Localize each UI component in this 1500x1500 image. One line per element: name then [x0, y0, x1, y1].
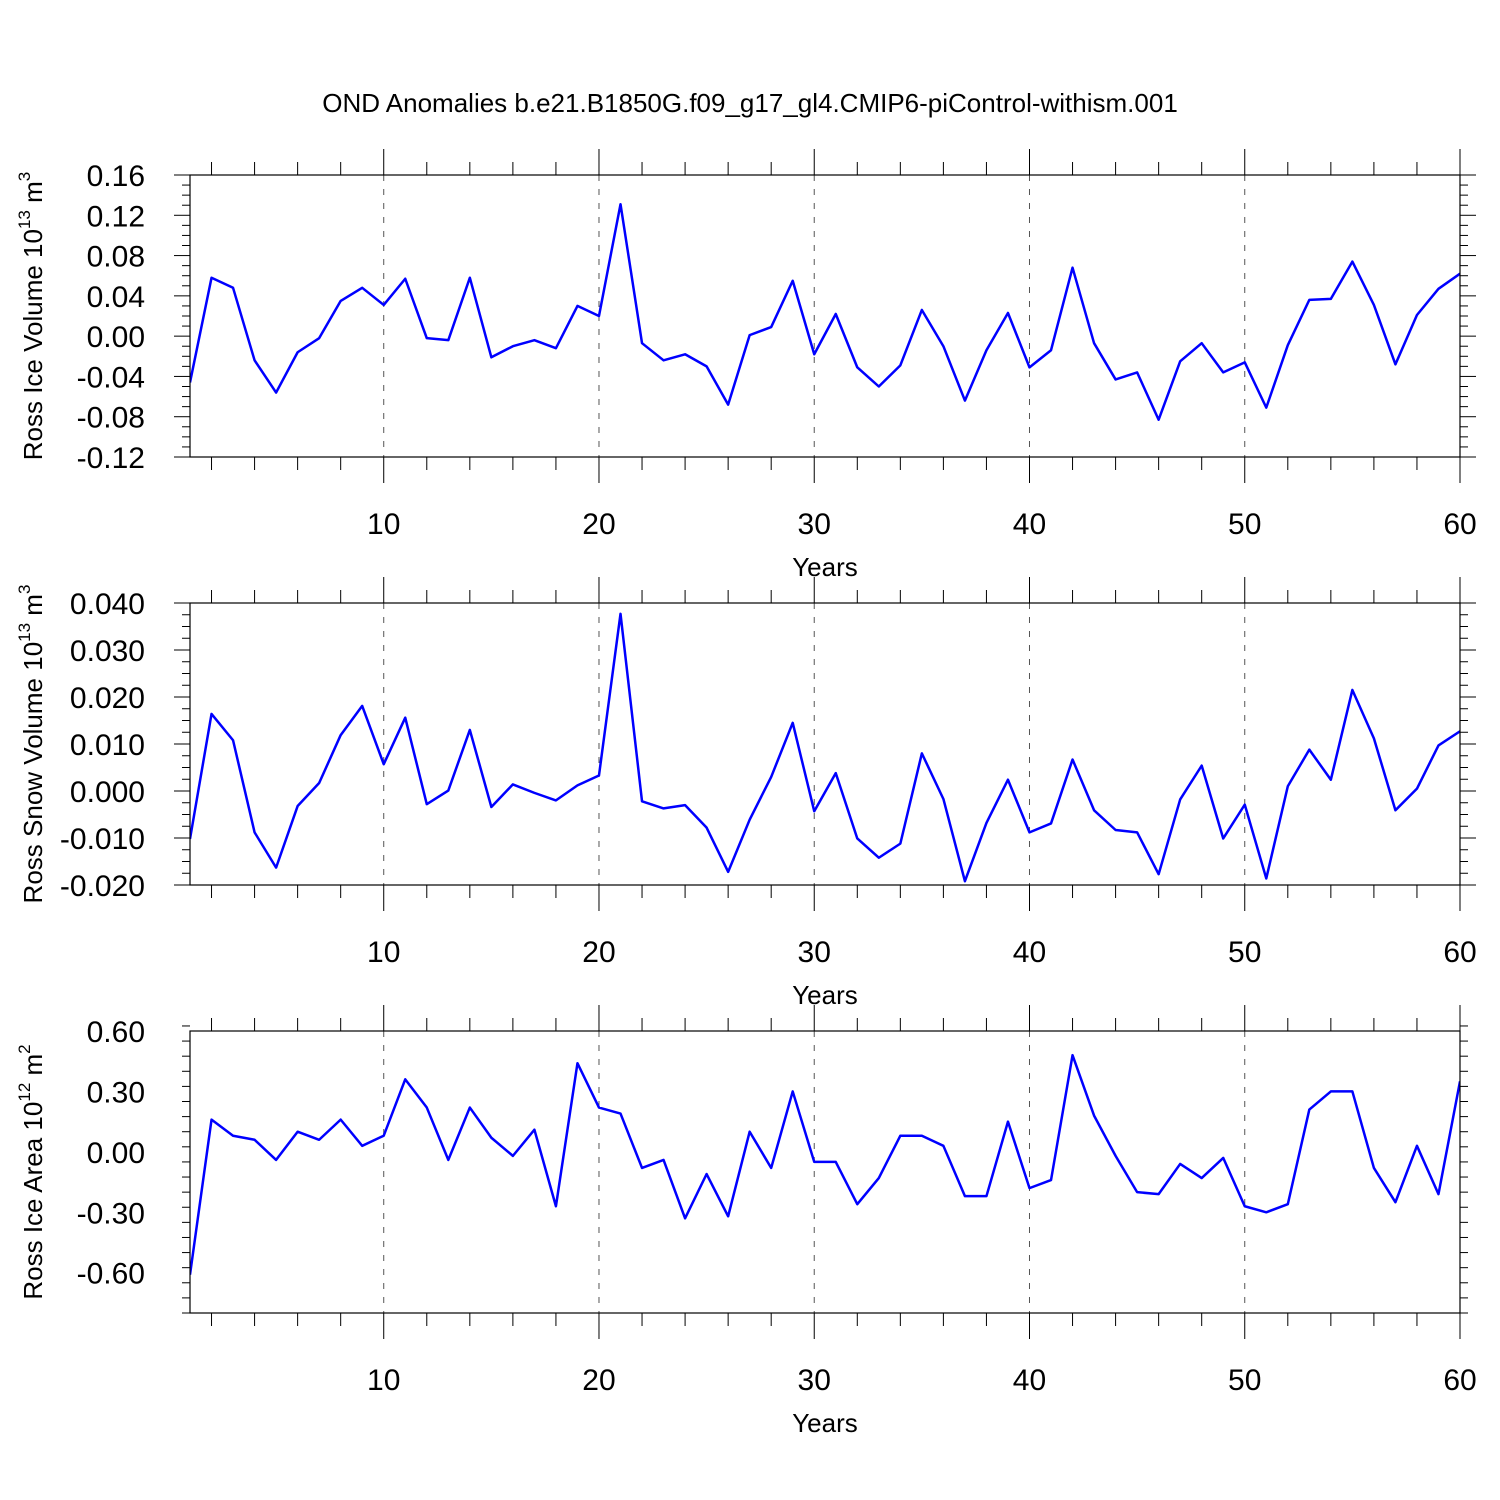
y-axis-title-exponent: 13 [15, 210, 34, 229]
x-axis-title: Years [792, 1408, 858, 1438]
y-axis-title-unit: m [18, 181, 48, 210]
panel-ice-volume: -0.12 -0.08 -0.04 0.00 0.04 0.08 0.12 0.16 10 20 3… [15, 149, 1477, 582]
y-axis-title-main: Ross Ice Area 10 [18, 1102, 48, 1300]
series-line-ice-area [190, 1053, 1460, 1275]
x-tick-label: 30 [798, 1364, 831, 1397]
x-tick-label: 50 [1228, 1364, 1261, 1397]
x-tick-label: 20 [582, 936, 615, 969]
y-axis-title-unit-exponent: 3 [15, 172, 34, 181]
x-tick-label: 40 [1013, 1364, 1046, 1397]
y-axis-title-unit: m [18, 594, 48, 623]
series-line-snow-volume [190, 612, 1460, 883]
x-tick-label: 10 [367, 508, 400, 541]
y-axis-title-unit-exponent: 3 [15, 585, 34, 594]
x-axis-title: Years [792, 552, 858, 582]
x-tick-label: 50 [1228, 936, 1261, 969]
x-tick-label: 60 [1443, 1364, 1476, 1397]
y-tick-label: -0.30 [77, 1197, 145, 1230]
y-axis-title-main: Ross Ice Volume 10 [18, 229, 48, 460]
y-tick-label: 0.04 [87, 281, 145, 314]
y-tick-label: -0.60 [77, 1258, 145, 1291]
plot-frame [189, 174, 1461, 458]
y-tick-label: 0.030 [70, 635, 145, 668]
y-axis-title-unit-exponent: 2 [15, 1044, 34, 1053]
y-tick-label: 0.020 [70, 682, 145, 715]
y-axis-title: Ross Snow Volume 1013 m3 [15, 585, 48, 904]
y-tick-label: 0.60 [87, 1016, 145, 1049]
plot-frame [189, 1030, 1461, 1314]
x-tick-label: 20 [582, 1364, 615, 1397]
y-axis-title: Ross Ice Area 1012 m2 [15, 1044, 48, 1299]
y-axis-title-exponent: 12 [15, 1083, 34, 1102]
x-tick-label: 40 [1013, 508, 1046, 541]
chart-title: OND Anomalies b.e21.B1850G.f09_g17_gl4.C… [322, 88, 1178, 118]
y-tick-label: 0.010 [70, 729, 145, 762]
y-tick-label: 0.08 [87, 241, 145, 274]
x-tick-label: 30 [798, 508, 831, 541]
y-tick-label: 0.30 [87, 1076, 145, 1109]
x-tick-label: 20 [582, 508, 615, 541]
panel-ice-area: -0.60 -0.30 0.00 0.30 0.60 10 20 30 40 50 60 Years R… [15, 1005, 1477, 1438]
x-tick-label: 10 [367, 936, 400, 969]
plot-frame [189, 602, 1461, 886]
y-tick-label: -0.020 [60, 870, 145, 903]
x-axis-title: Years [792, 980, 858, 1010]
y-tick-label: -0.04 [77, 361, 145, 394]
y-tick-label: 0.16 [87, 160, 145, 193]
y-tick-label: -0.12 [77, 442, 145, 475]
y-axis-title-unit: m [18, 1054, 48, 1083]
y-axis-title-exponent: 13 [15, 623, 34, 642]
x-tick-label: 30 [798, 936, 831, 969]
x-tick-label: 60 [1443, 508, 1476, 541]
y-axis-title: Ross Ice Volume 1013 m3 [15, 172, 48, 461]
y-tick-label: -0.010 [60, 823, 145, 856]
y-tick-label: 0.12 [87, 200, 145, 233]
y-tick-label: 0.040 [70, 588, 145, 621]
y-tick-label: 0.00 [87, 1137, 145, 1170]
x-tick-label: 10 [367, 1364, 400, 1397]
x-tick-label: 40 [1013, 936, 1046, 969]
y-tick-label: 0.000 [70, 776, 145, 809]
y-tick-label: -0.08 [77, 402, 145, 435]
y-tick-label: 0.00 [87, 321, 145, 354]
y-axis-title-main: Ross Snow Volume 10 [18, 642, 48, 904]
x-tick-label: 60 [1443, 936, 1476, 969]
series-line-ice-volume [190, 202, 1460, 421]
panel-snow-volume: -0.020 -0.010 0.000 0.010 0.020 0.030 0.040 10 2… [15, 577, 1477, 1010]
x-tick-label: 50 [1228, 508, 1261, 541]
